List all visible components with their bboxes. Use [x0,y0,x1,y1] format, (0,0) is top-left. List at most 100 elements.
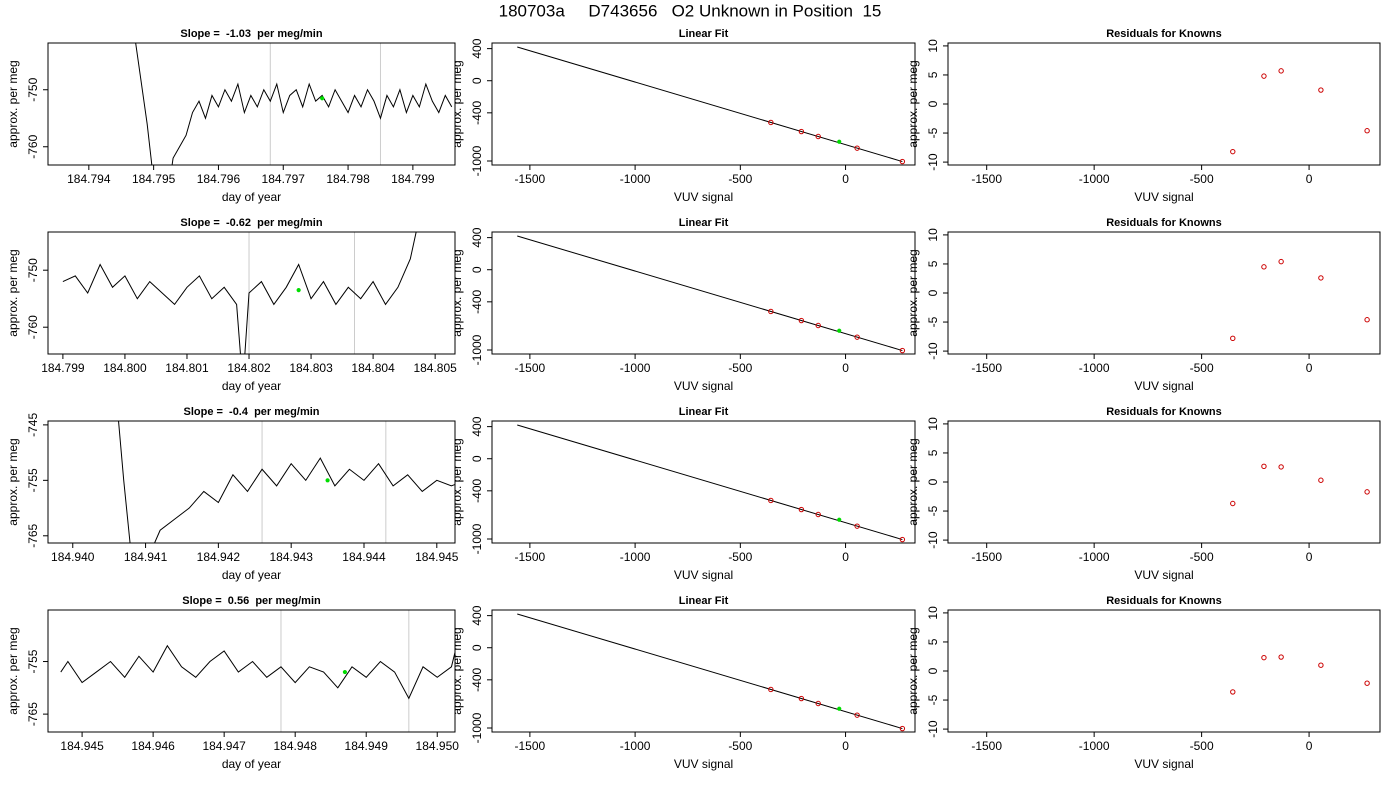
data-line [517,613,903,730]
data-point [1364,489,1370,495]
page-title: 180703a D743656 O2 Unknown in Position 1… [499,1,882,20]
data-point [1230,148,1236,155]
panel-title: Residuals for Knowns [1106,28,1222,40]
x-tick-label: -1000 [620,361,651,375]
x-tick-label: 0 [842,361,849,375]
panel-title: Residuals for Knowns [1106,217,1222,229]
x-tick-label: -1500 [971,550,1002,564]
x-axis-label: VUV signal [1134,568,1193,582]
y-tick-label: 0 [470,644,484,651]
y-tick-label: 10 [926,39,940,53]
plot-frame [491,231,916,355]
y-axis-label: approx. per meg [450,438,464,525]
data-point [1318,87,1324,93]
y-tick-label: -5 [926,316,940,327]
data-point [899,158,906,165]
x-tick-label: -1500 [515,550,546,564]
plot-frame [947,231,1381,355]
x-tick-label: 184.947 [202,739,246,753]
x-tick-label: 184.801 [165,361,209,375]
plot-area [517,46,906,165]
y-tick-label: 400 [470,605,484,625]
plot-area [118,421,455,543]
y-tick-label: -10 [926,342,940,360]
plot-area [135,43,453,165]
x-tick-label: -1000 [1079,361,1110,375]
x-tick-label: 0 [1306,550,1313,564]
y-tick-label: -1000 [470,334,484,365]
data-point [815,700,821,707]
data-point [798,317,805,324]
x-tick-label: 184.794 [67,172,111,186]
data-line [517,46,903,163]
data-point [815,133,821,140]
panel-title: Slope = 0.56 per meg/min [182,595,321,607]
plot-frame [491,609,916,733]
x-tick-label: -500 [1190,550,1214,564]
x-tick-label: 184.950 [416,739,460,753]
y-tick-label: 400 [470,227,484,247]
highlight-point [296,288,301,293]
y-tick-label: -765 [26,702,40,726]
x-tick-label: 184.797 [262,172,306,186]
x-axis-label: VUV signal [1134,190,1193,204]
highlight-point [320,96,325,101]
y-axis-label: approx. per meg [6,627,20,714]
plot-area [1230,258,1370,342]
y-tick-label: -5 [926,694,940,705]
x-axis-label: VUV signal [674,190,733,204]
panel-title: Slope = -1.03 per meg/min [180,28,322,40]
x-tick-label: 184.795 [132,172,176,186]
x-tick-label: 184.803 [289,361,333,375]
x-tick-label: 184.944 [342,550,386,564]
y-tick-label: 0 [926,100,940,107]
y-tick-label: -10 [926,720,940,738]
x-tick-label: 0 [842,550,849,564]
x-axis-label: VUV signal [674,757,733,771]
data-point [854,334,860,340]
x-tick-label: -500 [728,550,752,564]
y-tick-label: -750 [26,77,40,101]
data-point [768,686,774,693]
x-tick-label: -500 [728,172,752,186]
y-axis-label: approx. per meg [6,438,20,525]
plot-area [62,232,417,354]
x-tick-label: -500 [1190,739,1214,753]
y-axis-label: approx. per meg [906,60,920,147]
x-tick-label: 184.805 [413,361,457,375]
y-tick-label: -10 [926,531,940,549]
x-tick-label: -500 [1190,172,1214,186]
plot-frame [47,609,456,733]
y-tick-label: -400 [470,101,484,125]
y-tick-label: -400 [470,290,484,314]
x-tick-label: 0 [1306,739,1313,753]
panel-title: Linear Fit [679,406,729,418]
data-point [798,695,805,702]
x-tick-label: 0 [842,739,849,753]
y-tick-label: -745 [26,413,40,437]
y-tick-label: 5 [926,71,940,78]
data-line [135,43,453,165]
plot-area [1230,463,1370,507]
x-tick-label: -500 [728,739,752,753]
y-tick-label: -755 [26,468,40,492]
y-tick-label: 0 [926,289,940,296]
y-tick-label: -400 [470,479,484,503]
x-tick-label: 184.799 [41,361,85,375]
y-tick-label: -760 [26,134,40,158]
data-point [1261,654,1267,661]
x-tick-label: 0 [1306,361,1313,375]
x-tick-label: 184.945 [60,739,104,753]
y-tick-label: -1000 [470,523,484,554]
x-tick-label: -500 [1190,361,1214,375]
x-tick-label: 184.943 [269,550,313,564]
plot-frame [491,420,916,544]
data-point [768,308,774,315]
x-tick-label: -1000 [1079,739,1110,753]
data-line [517,235,903,352]
data-point [1261,73,1267,79]
data-point [899,536,906,543]
data-point [854,712,860,718]
y-tick-label: 10 [926,228,940,242]
